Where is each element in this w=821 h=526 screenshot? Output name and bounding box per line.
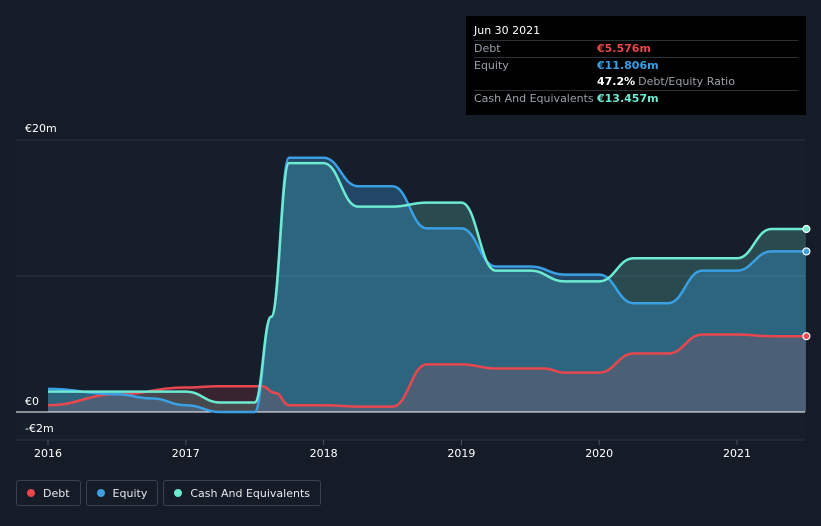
equity-dot-icon (96, 489, 105, 497)
tooltip-debt-value: €5.576m (597, 42, 651, 55)
legend-item-equity[interactable]: Equity (85, 480, 159, 506)
tooltip-row-cash: Cash And Equivalents €13.457m (474, 90, 798, 107)
tooltip-row-equity: Equity €11.806m (474, 57, 798, 74)
x-tick-label-2017: 2017 (172, 447, 200, 460)
tooltip-equity-label: Equity (474, 59, 509, 72)
cash-end-marker (802, 224, 811, 234)
equity-end-marker (802, 247, 811, 256)
x-tick-label-2018: 2018 (310, 447, 338, 460)
y-tick-label-zero: €0 (25, 395, 39, 408)
debt-line (47, 333, 806, 408)
legend-item-debt[interactable]: Debt (16, 480, 81, 506)
tooltip-ratio-value: 47.2% (597, 75, 636, 88)
y-tick-label-top: €20m (25, 122, 57, 135)
tooltip-debt-label: Debt (474, 42, 501, 55)
equity-area (48, 157, 806, 412)
tooltip-date: Jun 30 2021 (474, 24, 541, 37)
tooltip-cash-label: Cash And Equivalents (474, 92, 594, 105)
equity-line (47, 156, 806, 414)
chart-legend: Debt Equity Cash And Equivalents (16, 480, 321, 506)
legend-cash-label: Cash And Equivalents (190, 486, 310, 500)
tooltip-cash-value: €13.457m (597, 92, 659, 105)
x-tick-label-2021: 2021 (723, 447, 751, 460)
x-tick-label-2019: 2019 (447, 447, 475, 460)
cash-area (48, 163, 806, 412)
debt-area (48, 334, 806, 412)
x-tick-label-2016: 2016 (34, 447, 62, 460)
cash-line (48, 161, 806, 404)
legend-equity-label: Equity (112, 486, 148, 500)
legend-debt-label: Debt (43, 486, 70, 500)
tooltip-ratio-label: Debt/Equity Ratio (638, 75, 735, 88)
legend-item-cash[interactable]: Cash And Equivalents (163, 480, 321, 506)
debt-end-marker (802, 332, 811, 341)
cash-dot-icon (174, 489, 183, 497)
y-tick-label-bottom: -€2m (25, 422, 54, 435)
x-tick-label-2020: 2020 (585, 447, 613, 460)
tooltip-panel: Jun 30 2021 Debt €5.576m Equity €11.806m… (466, 16, 806, 115)
debt-dot-icon (27, 489, 35, 497)
tooltip-row-debt: Debt €5.576m (474, 40, 798, 57)
plot-area (16, 140, 805, 440)
tooltip-equity-value: €11.806m (597, 59, 659, 72)
tooltip-row-ratio: 47.2% Debt/Equity Ratio (474, 74, 798, 90)
